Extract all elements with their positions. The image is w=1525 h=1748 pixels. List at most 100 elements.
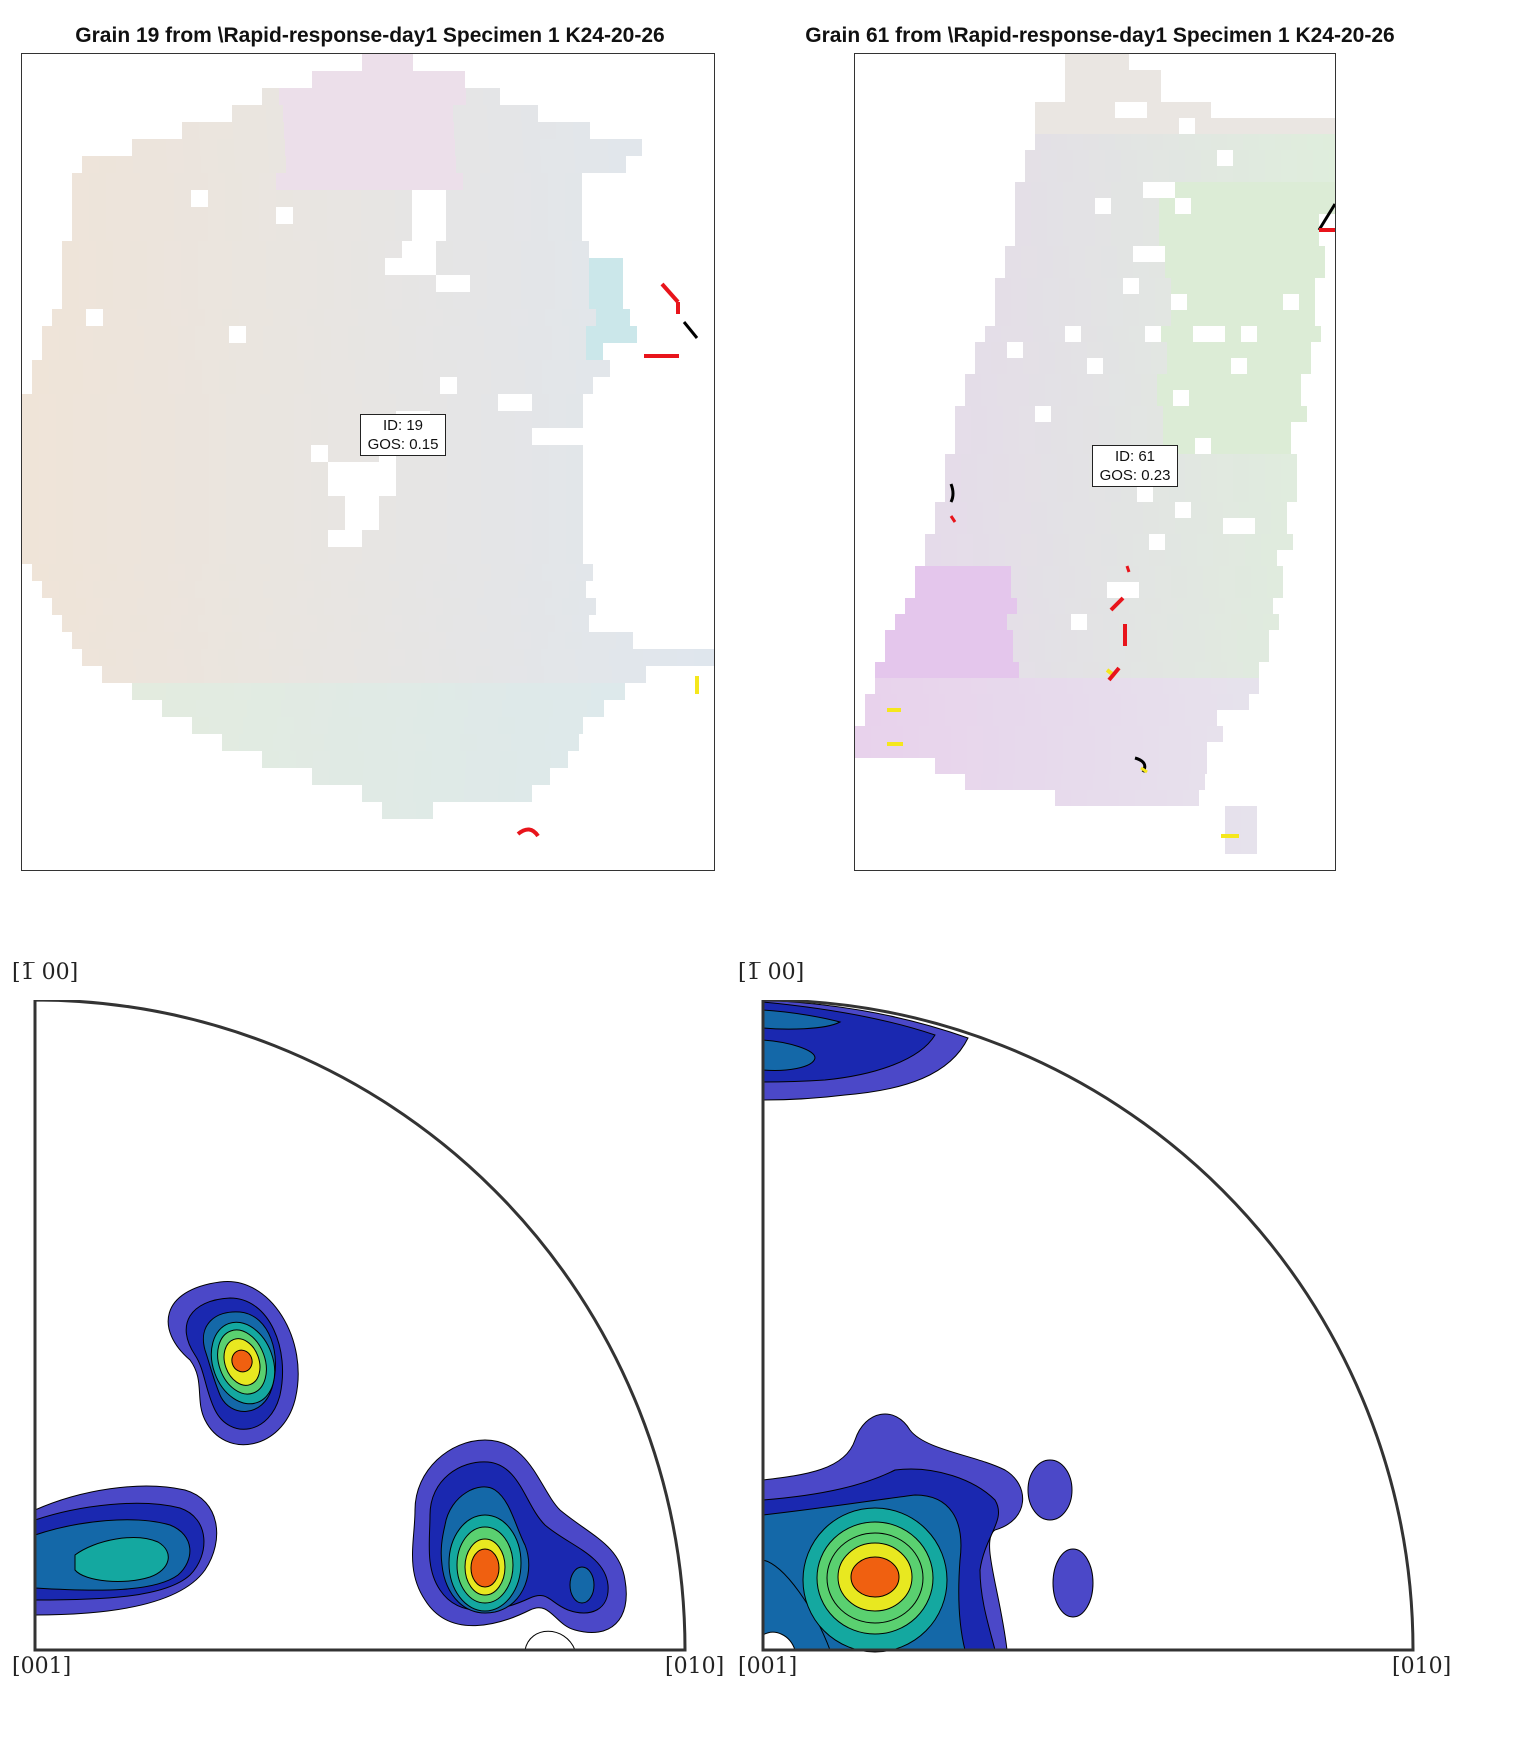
map-pixel xyxy=(1183,790,1199,806)
map-pixel xyxy=(574,139,591,156)
map-pixel xyxy=(983,742,999,758)
map-pixel xyxy=(277,479,294,496)
map-pixel xyxy=(426,598,443,615)
map-pixel xyxy=(103,309,120,326)
map-pixel xyxy=(1153,710,1169,726)
map-pixel xyxy=(1049,598,1065,614)
map-pixel xyxy=(606,275,623,292)
map-pixel xyxy=(1023,614,1039,630)
map-pixel xyxy=(170,666,187,683)
map-pixel xyxy=(510,666,527,683)
map-pixel xyxy=(158,411,175,428)
map-pixel xyxy=(468,700,485,717)
map-pixel xyxy=(361,190,378,207)
map-pixel xyxy=(514,224,531,241)
map-pixel xyxy=(463,190,480,207)
map-pixel xyxy=(1079,214,1095,230)
map-pixel xyxy=(1207,502,1223,518)
map-pixel xyxy=(69,598,86,615)
boundary-segment xyxy=(1109,596,1125,612)
map-pixel xyxy=(1121,694,1137,710)
map-pixel xyxy=(301,122,318,139)
map-pixel xyxy=(209,547,226,564)
map-pixel xyxy=(1243,118,1259,134)
map-pixel xyxy=(413,530,430,547)
map-pixel xyxy=(1159,214,1175,230)
map-pixel xyxy=(999,742,1015,758)
map-pixel xyxy=(351,258,368,275)
map-pixel xyxy=(453,292,470,309)
map-pixel xyxy=(549,717,566,734)
map-pixel xyxy=(260,496,277,513)
map-pixel xyxy=(283,258,300,275)
map-pixel xyxy=(1047,182,1063,198)
map-pixel xyxy=(482,768,499,785)
map-pixel xyxy=(464,411,481,428)
map-pixel xyxy=(346,768,363,785)
map-pixel xyxy=(402,275,419,292)
map-pixel xyxy=(535,581,552,598)
map-pixel xyxy=(1131,422,1147,438)
map-pixel xyxy=(217,139,234,156)
map-pixel xyxy=(22,496,39,513)
map-pixel xyxy=(399,343,416,360)
map-pixel xyxy=(421,139,438,156)
map-pixel xyxy=(677,649,694,666)
map-pixel xyxy=(1171,582,1187,598)
map-pixel xyxy=(447,479,464,496)
map-pixel xyxy=(1251,582,1267,598)
map-pixel xyxy=(1139,582,1155,598)
map-pixel xyxy=(330,88,347,105)
map-pixel xyxy=(140,173,157,190)
map-pixel xyxy=(1151,614,1167,630)
map-pixel xyxy=(470,241,487,258)
map-pixel xyxy=(147,615,164,632)
map-pixel xyxy=(269,649,286,666)
map-pixel xyxy=(192,513,209,530)
map-pixel xyxy=(1237,630,1253,646)
map-pixel xyxy=(1025,470,1041,486)
map-pixel xyxy=(467,343,484,360)
map-pixel xyxy=(1057,454,1073,470)
map-pixel xyxy=(378,207,395,224)
map-pixel xyxy=(983,502,999,518)
map-pixel xyxy=(1147,118,1163,134)
map-pixel xyxy=(266,275,283,292)
map-pixel xyxy=(147,275,164,292)
map-pixel xyxy=(175,547,192,564)
map-pixel xyxy=(249,105,266,122)
map-pixel xyxy=(124,462,141,479)
map-pixel xyxy=(1233,694,1249,710)
map-pixel xyxy=(225,207,242,224)
map-pixel xyxy=(379,717,396,734)
map-pixel xyxy=(1173,374,1189,390)
map-pixel xyxy=(1261,262,1277,278)
map-pixel xyxy=(208,632,225,649)
map-pixel xyxy=(294,445,311,462)
map-pixel xyxy=(130,241,147,258)
map-pixel xyxy=(324,309,341,326)
map-pixel xyxy=(243,479,260,496)
map-pixel xyxy=(1251,294,1267,310)
map-pixel xyxy=(1031,198,1047,214)
map-pixel xyxy=(1205,374,1221,390)
map-pixel xyxy=(123,632,140,649)
map-pixel xyxy=(345,717,362,734)
map-pixel xyxy=(82,156,99,173)
map-pixel xyxy=(1005,262,1021,278)
map-pixel xyxy=(402,615,419,632)
map-pixel xyxy=(235,156,252,173)
map-pixel xyxy=(524,156,541,173)
map-pixel xyxy=(979,566,995,582)
map-pixel xyxy=(494,309,511,326)
map-pixel xyxy=(490,649,507,666)
map-pixel xyxy=(489,139,506,156)
map-pixel xyxy=(1051,406,1067,422)
map-pixel xyxy=(959,614,975,630)
map-pixel xyxy=(137,309,154,326)
map-pixel xyxy=(124,411,141,428)
map-pixel xyxy=(277,717,294,734)
map-pixel xyxy=(56,394,73,411)
map-pixel xyxy=(99,156,116,173)
map-pixel xyxy=(470,615,487,632)
